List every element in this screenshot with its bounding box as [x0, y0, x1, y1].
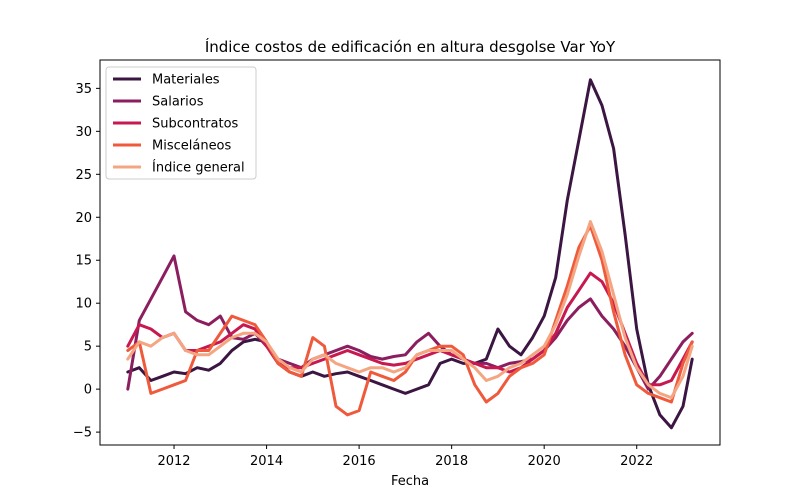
series-line-5 [126, 220, 694, 400]
y-tick-label: −5 [73, 426, 92, 441]
legend-label: Índice general [152, 160, 245, 176]
x-tick-label: 2020 [528, 454, 561, 469]
y-axis: −5 0 5 10 15 20 25 30 35 [73, 82, 100, 441]
y-tick-label: 10 [75, 297, 92, 312]
legend-label: Misceláneos [152, 139, 232, 154]
x-axis-label: Fecha [391, 474, 429, 489]
x-tick-label: 2016 [343, 454, 376, 469]
series-line-1 [126, 78, 694, 430]
y-tick-label: 15 [75, 254, 92, 269]
legend-label: Salarios [152, 95, 204, 110]
y-tick-label: 30 [75, 125, 92, 140]
y-tick-label: 0 [84, 383, 92, 398]
y-tick-label: 20 [75, 211, 92, 226]
chart-title: Índice costos de edificación en altura d… [205, 37, 616, 56]
y-tick-label: 35 [75, 82, 92, 97]
y-tick-label: 25 [75, 168, 92, 183]
series-layer [126, 78, 694, 430]
x-tick-label: 2022 [620, 454, 653, 469]
legend: Materiales Salarios Subcontratos Misceláneo… [105, 66, 257, 180]
legend-label: Materiales [152, 73, 220, 88]
plot-frame [99, 59, 721, 446]
legend-frame [105, 66, 257, 180]
y-tick-label: 5 [84, 340, 92, 355]
series-line-2 [126, 254, 694, 391]
legend-label: Subcontratos [152, 117, 239, 132]
x-tick-label: 2012 [157, 454, 190, 469]
x-tick-label: 2014 [250, 454, 283, 469]
x-tick-label: 2018 [435, 454, 468, 469]
x-axis: 2012 2014 2016 2018 2020 2022 [157, 445, 653, 469]
